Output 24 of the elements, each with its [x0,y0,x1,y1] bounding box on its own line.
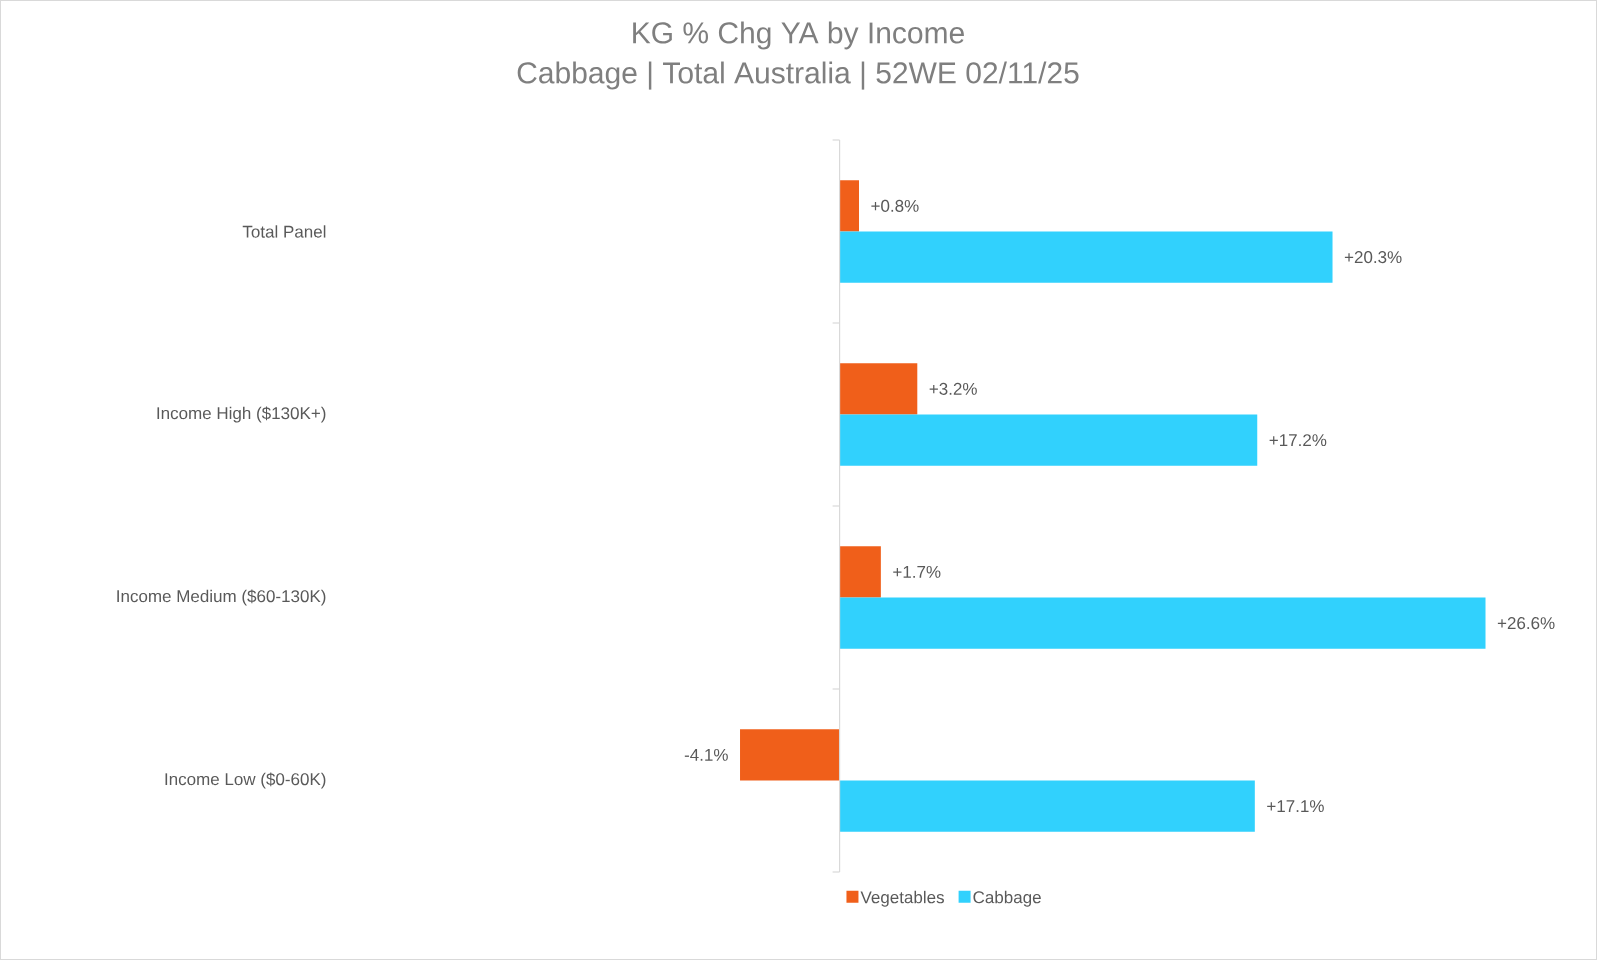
data-label: +3.2% [929,382,977,395]
bar [740,729,840,781]
data-label: -4.1% [684,748,728,761]
bar [839,414,1258,466]
data-label: +20.3% [1344,251,1402,264]
legend-label: Vegetables [860,890,944,907]
bar [839,363,918,415]
bar [839,180,860,232]
chart-title: KG % Chg YA by Income [633,21,964,50]
bar [839,597,1486,649]
y-tick-label: Income Low ($0-60K) [165,772,326,789]
chart-subtitle: Cabbage | Total Australia | 52WE 02/11/25 [517,61,1079,90]
data-label: +17.1% [1267,800,1324,813]
legend-label: Cabbage [973,890,1041,907]
data-label: +17.2% [1269,434,1327,447]
data-label: +26.6% [1497,617,1555,630]
y-tick-label: Income Medium ($60-130K) [117,589,326,606]
bar [839,780,1255,832]
y-tick-label: Total Panel [242,225,326,238]
y-tick-label: Income High ($130K+) [157,406,326,423]
data-label: +1.7% [893,565,941,578]
bar [839,546,881,598]
bar [839,231,1333,283]
data-label: +0.8% [871,199,919,212]
